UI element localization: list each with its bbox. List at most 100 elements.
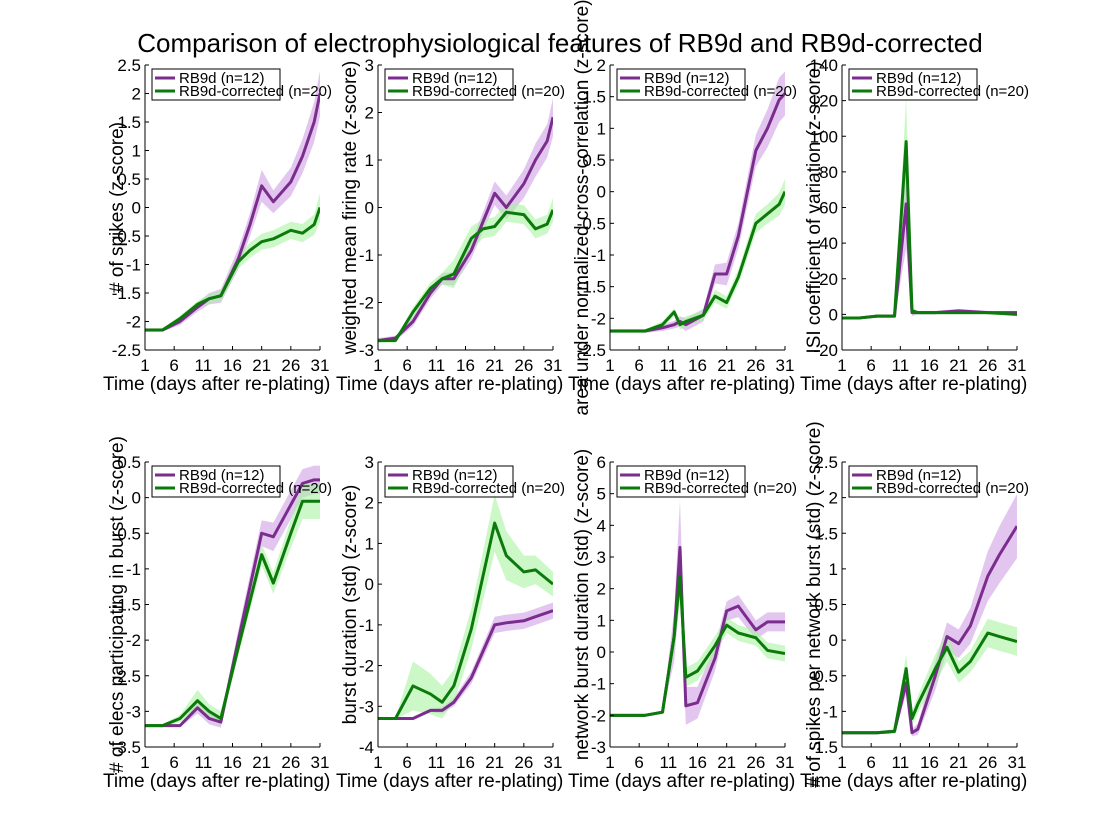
y-tick-label: -3	[359, 341, 374, 360]
x-axis-label: Time (days after re-plating)	[103, 771, 330, 792]
x-tick-label: 11	[892, 356, 910, 375]
error-band-series-1	[842, 159, 1017, 319]
series-line-2	[842, 631, 1017, 735]
y-tick-label: -0.5	[577, 214, 606, 233]
plot-area	[145, 70, 320, 332]
y-axis-label: # of spikes per network burst (std) (z-s…	[804, 421, 825, 787]
legend-entry: RB9d-corrected (n=20)	[644, 83, 797, 100]
y-tick-label: 5	[597, 485, 606, 504]
legend-entry: RB9d (n=12)	[644, 467, 729, 484]
x-tick-label: 1	[373, 356, 382, 375]
x-tick-label: 31	[776, 753, 795, 772]
error-band-series-2	[842, 618, 1017, 735]
x-axis-label: Time (days after re-plating)	[336, 771, 563, 792]
series-line-1	[842, 202, 1017, 320]
legend: RB9d (n=12)RB9d-corrected (n=20)	[616, 68, 797, 101]
x-tick-label: 6	[169, 753, 178, 772]
y-tick-label: -1.5	[112, 596, 141, 615]
y-tick-label: 1	[365, 534, 374, 553]
subplot-3: 1 6 11 16 21 26 31-2.5-2-1.5-1-0.500.511.52Tim…	[568, 0, 797, 416]
y-tick-label: -2.5	[577, 341, 606, 360]
x-tick-label: 26	[978, 753, 997, 772]
x-tick-label: 21	[717, 356, 736, 375]
x-tick-label: 1	[605, 753, 614, 772]
y-tick-label: 6	[597, 453, 606, 472]
y-axis-label: network burst duration (std) (z-score)	[572, 449, 593, 761]
y-tick-label: 0	[829, 305, 838, 324]
y-tick-label: -2	[126, 631, 141, 650]
legend: RB9d (n=12)RB9d-corrected (n=20)	[616, 465, 797, 498]
y-tick-label: -3	[126, 702, 141, 721]
error-band-series-2	[145, 483, 320, 728]
legend-entry: RB9d-corrected (n=20)	[876, 480, 1029, 497]
x-tick-label: 31	[1008, 356, 1027, 375]
x-tick-label: 31	[311, 356, 330, 375]
series-line-2	[378, 209, 553, 342]
y-tick-label: -1	[359, 616, 374, 635]
series-line-2	[610, 574, 785, 717]
error-band-series-1	[842, 494, 1017, 737]
y-axis-label: ISI coefficient of variation (z-score)	[804, 61, 825, 353]
x-tick-label: 1	[140, 356, 149, 375]
x-tick-label: 11	[892, 753, 910, 772]
y-tick-label: 0	[597, 183, 606, 202]
y-tick-label: -0.5	[112, 524, 141, 543]
legend-box	[384, 68, 514, 101]
x-tick-label: 16	[456, 356, 475, 375]
y-tick-label: 1.5	[117, 113, 141, 132]
x-tick-label: 26	[978, 356, 997, 375]
x-tick-label: 6	[866, 356, 875, 375]
y-tick-label: 2	[597, 580, 606, 599]
legend-entry: RB9d-corrected (n=20)	[179, 480, 332, 497]
x-tick-label: 26	[281, 356, 300, 375]
y-tick-label: 1.5	[582, 88, 606, 107]
figure-title: Comparison of electrophysiological featu…	[137, 28, 982, 58]
y-tick-label: 100	[810, 127, 838, 146]
y-tick-label: 1	[829, 560, 838, 579]
plot-area	[378, 494, 553, 720]
y-tick-label: 3	[365, 453, 374, 472]
y-tick-label: -2	[126, 313, 141, 332]
y-tick-label: 1.5	[814, 524, 838, 543]
y-tick-label: -2	[591, 706, 606, 725]
x-tick-label: 26	[514, 356, 533, 375]
series-line-1	[378, 609, 553, 720]
legend-entry: RB9d-corrected (n=20)	[644, 480, 797, 497]
x-tick-label: 16	[456, 753, 475, 772]
x-tick-label: 26	[281, 753, 300, 772]
plot-area	[610, 71, 785, 333]
series-line-2	[145, 207, 320, 332]
y-tick-label: 40	[819, 234, 838, 253]
error-band-series-1	[378, 602, 553, 720]
y-tick-label: -20	[813, 341, 838, 360]
legend-entry: RB9d (n=12)	[876, 467, 961, 484]
y-tick-label: 0.5	[814, 596, 838, 615]
subplot-1: 1 6 11 16 21 26 31-2.5-2-1.5-1-0.500.511.522.5…	[103, 56, 332, 395]
x-tick-label: 6	[402, 753, 411, 772]
plot-area	[145, 465, 320, 728]
subplot-grid: 1 6 11 16 21 26 31-2.5-2-1.5-1-0.500.511.522.5…	[103, 0, 1029, 792]
x-tick-label: 11	[195, 356, 213, 375]
x-tick-label: 31	[544, 753, 563, 772]
series-line-2	[842, 140, 1017, 320]
y-axis-label: weighted mean firing rate (z-score)	[340, 61, 361, 356]
y-tick-label: 0	[132, 489, 141, 508]
error-band-series-2	[610, 550, 785, 716]
y-tick-label: -2.5	[112, 341, 141, 360]
legend-entry: RB9d-corrected (n=20)	[412, 83, 565, 100]
legend-box	[848, 68, 978, 101]
y-tick-label: 0	[365, 575, 374, 594]
y-tick-label: 2	[365, 494, 374, 513]
x-tick-label: 16	[688, 753, 707, 772]
legend-box	[616, 465, 746, 498]
x-tick-label: 6	[402, 356, 411, 375]
y-tick-label: -3	[359, 697, 374, 716]
legend-entry: RB9d (n=12)	[876, 70, 961, 87]
legend-entry: RB9d-corrected (n=20)	[179, 83, 332, 100]
x-axis-label: Time (days after re-plating)	[568, 374, 795, 395]
legend-entry: RB9d-corrected (n=20)	[876, 83, 1029, 100]
y-tick-label: 3	[365, 56, 374, 75]
plot-area	[842, 97, 1017, 320]
x-tick-label: 6	[634, 753, 643, 772]
